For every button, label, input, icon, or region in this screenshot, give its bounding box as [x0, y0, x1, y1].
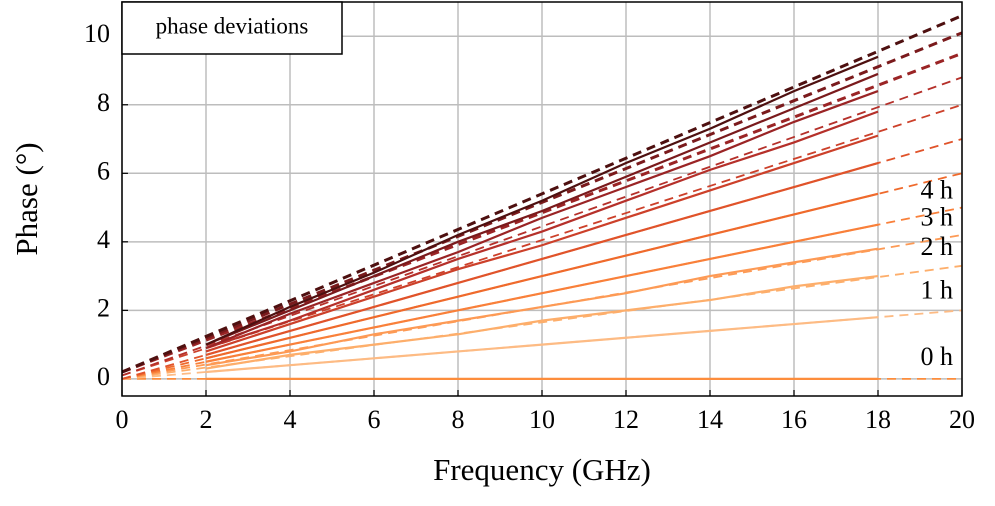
y-tick-label: 0	[97, 362, 110, 391]
series-label: 4 h	[921, 176, 954, 205]
plot-frame	[121, 1, 963, 397]
x-tick-label: 16	[781, 405, 807, 434]
fit-line	[121, 31, 963, 374]
x-axis-label: Frequency (GHz)	[433, 452, 651, 487]
x-tick-label: 2	[200, 405, 213, 434]
y-axis-label: Phase (°)	[9, 142, 44, 255]
y-tick-label: 4	[97, 225, 110, 254]
series-label: 1 h	[921, 275, 954, 304]
x-tick-label: 6	[368, 405, 381, 434]
data-line	[205, 192, 879, 360]
y-tick-label: 6	[97, 156, 110, 185]
x-tick-label: 10	[529, 405, 555, 434]
series-label: 2 h	[921, 232, 954, 261]
x-tick-label: 20	[949, 405, 975, 434]
data-line	[205, 316, 879, 374]
data-line	[205, 134, 879, 353]
data-line	[205, 90, 879, 350]
data-line	[205, 55, 879, 346]
box-label: phase deviations	[156, 13, 309, 38]
y-tick-label: 10	[84, 19, 110, 48]
data-line	[205, 274, 879, 370]
fit-line	[121, 76, 963, 377]
x-tick-label: 12	[613, 405, 639, 434]
data-line	[205, 223, 879, 363]
series-label: 3 h	[921, 202, 954, 231]
data-line	[205, 161, 879, 356]
x-tick-label: 0	[116, 405, 129, 434]
box-label-frame	[121, 1, 343, 55]
series-label: 0 h	[921, 342, 954, 371]
data-line	[205, 247, 879, 367]
x-tick-label: 4	[284, 405, 297, 434]
fit-line	[121, 103, 963, 377]
x-tick-label: 14	[697, 405, 723, 434]
data-line	[205, 110, 879, 350]
y-tick-label: 2	[97, 293, 110, 322]
data-line	[205, 72, 879, 346]
fit-line	[121, 14, 963, 374]
x-tick-label: 18	[865, 405, 891, 434]
y-tick-label: 8	[97, 88, 110, 117]
x-tick-label: 8	[452, 405, 465, 434]
